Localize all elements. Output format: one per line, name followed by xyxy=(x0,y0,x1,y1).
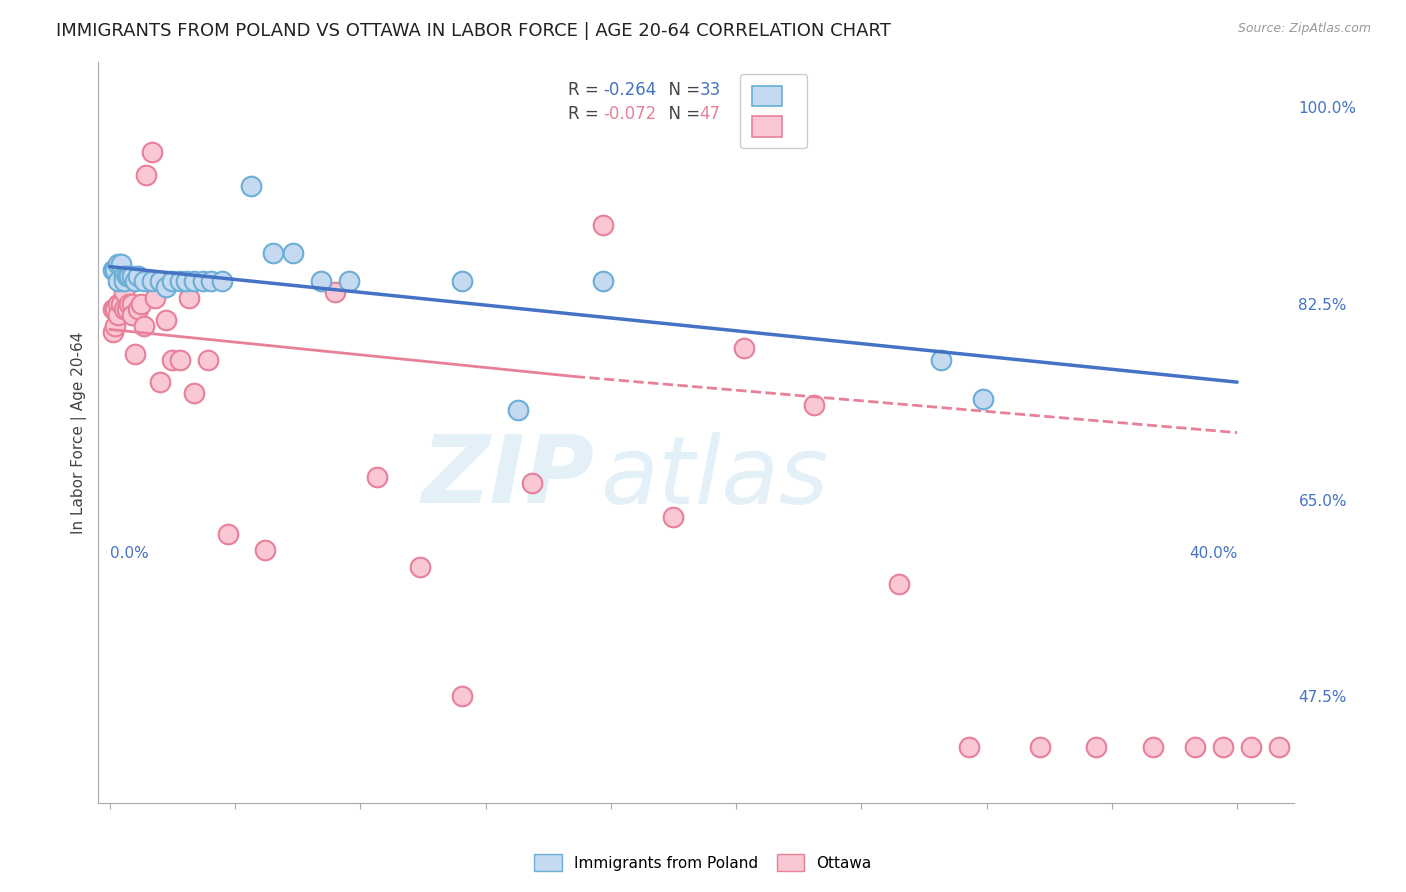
Point xyxy=(118,268,141,283)
Point xyxy=(1029,739,1052,754)
Text: -0.072: -0.072 xyxy=(603,105,657,123)
Point xyxy=(110,257,132,271)
Point xyxy=(112,285,135,300)
Point xyxy=(200,274,222,288)
Point xyxy=(155,280,177,294)
Point xyxy=(309,274,332,288)
Point xyxy=(112,302,135,317)
Text: 0.0%: 0.0% xyxy=(110,546,149,561)
Text: 47: 47 xyxy=(700,105,720,123)
Point xyxy=(592,274,614,288)
Point xyxy=(121,296,143,310)
Point xyxy=(197,352,219,367)
Point xyxy=(169,352,191,367)
Text: R =: R = xyxy=(568,105,605,123)
Point xyxy=(1212,739,1234,754)
Text: 33: 33 xyxy=(700,81,721,99)
Point xyxy=(121,268,143,283)
Point xyxy=(160,274,183,288)
Point xyxy=(177,291,200,305)
Point xyxy=(239,178,262,193)
Point xyxy=(107,296,129,310)
Point xyxy=(323,285,346,300)
Point xyxy=(115,302,138,317)
Point xyxy=(155,313,177,327)
Point xyxy=(169,274,191,288)
Point xyxy=(1240,739,1263,754)
Point xyxy=(104,319,127,334)
Text: R =: R = xyxy=(568,81,605,99)
Point xyxy=(132,319,155,334)
Point xyxy=(141,274,163,288)
Point xyxy=(211,274,233,288)
Text: atlas: atlas xyxy=(600,432,828,523)
Point xyxy=(451,274,474,288)
Point xyxy=(262,246,284,260)
Point xyxy=(135,168,157,182)
Point xyxy=(101,302,124,317)
Point xyxy=(107,308,129,322)
Point xyxy=(132,274,155,288)
Point xyxy=(451,690,474,704)
Point xyxy=(522,476,544,491)
Point xyxy=(118,296,141,310)
Text: N =: N = xyxy=(658,105,704,123)
Point xyxy=(508,403,530,417)
Point xyxy=(149,274,172,288)
Point xyxy=(104,263,127,277)
Point xyxy=(129,296,152,310)
Point xyxy=(107,274,129,288)
Point xyxy=(141,145,163,160)
Point xyxy=(409,560,432,574)
Point xyxy=(101,263,124,277)
Point xyxy=(662,509,685,524)
Point xyxy=(104,302,127,317)
Point xyxy=(191,274,214,288)
Text: -0.264: -0.264 xyxy=(603,81,657,99)
Point xyxy=(366,470,388,484)
Point xyxy=(115,268,138,283)
Point xyxy=(183,274,205,288)
Point xyxy=(112,268,135,283)
Point xyxy=(124,274,146,288)
Point xyxy=(183,386,205,401)
Y-axis label: In Labor Force | Age 20-64: In Labor Force | Age 20-64 xyxy=(72,332,87,533)
Point xyxy=(887,577,910,591)
Point xyxy=(124,347,146,361)
Text: ZIP: ZIP xyxy=(422,431,595,523)
Point xyxy=(253,543,276,558)
Point xyxy=(972,392,994,406)
Point xyxy=(592,218,614,232)
Point xyxy=(1184,739,1206,754)
Point xyxy=(957,739,980,754)
Point xyxy=(127,268,149,283)
Point xyxy=(112,274,135,288)
Point xyxy=(1085,739,1108,754)
Point xyxy=(149,375,172,389)
Point xyxy=(929,352,952,367)
Point xyxy=(110,296,132,310)
Point xyxy=(337,274,360,288)
Legend: , : , xyxy=(741,74,807,148)
Text: N =: N = xyxy=(658,81,704,99)
Point xyxy=(1142,739,1164,754)
Point xyxy=(121,308,143,322)
Text: 40.0%: 40.0% xyxy=(1188,546,1237,561)
Point xyxy=(160,352,183,367)
Point xyxy=(107,257,129,271)
Legend: Immigrants from Poland, Ottawa: Immigrants from Poland, Ottawa xyxy=(529,848,877,877)
Point xyxy=(127,302,149,317)
Point xyxy=(143,291,166,305)
Point xyxy=(733,342,755,356)
Point xyxy=(803,398,825,412)
Point xyxy=(174,274,197,288)
Point xyxy=(281,246,304,260)
Point xyxy=(217,526,239,541)
Text: Source: ZipAtlas.com: Source: ZipAtlas.com xyxy=(1237,22,1371,36)
Point xyxy=(1268,739,1291,754)
Point xyxy=(101,325,124,339)
Text: IMMIGRANTS FROM POLAND VS OTTAWA IN LABOR FORCE | AGE 20-64 CORRELATION CHART: IMMIGRANTS FROM POLAND VS OTTAWA IN LABO… xyxy=(56,22,891,40)
